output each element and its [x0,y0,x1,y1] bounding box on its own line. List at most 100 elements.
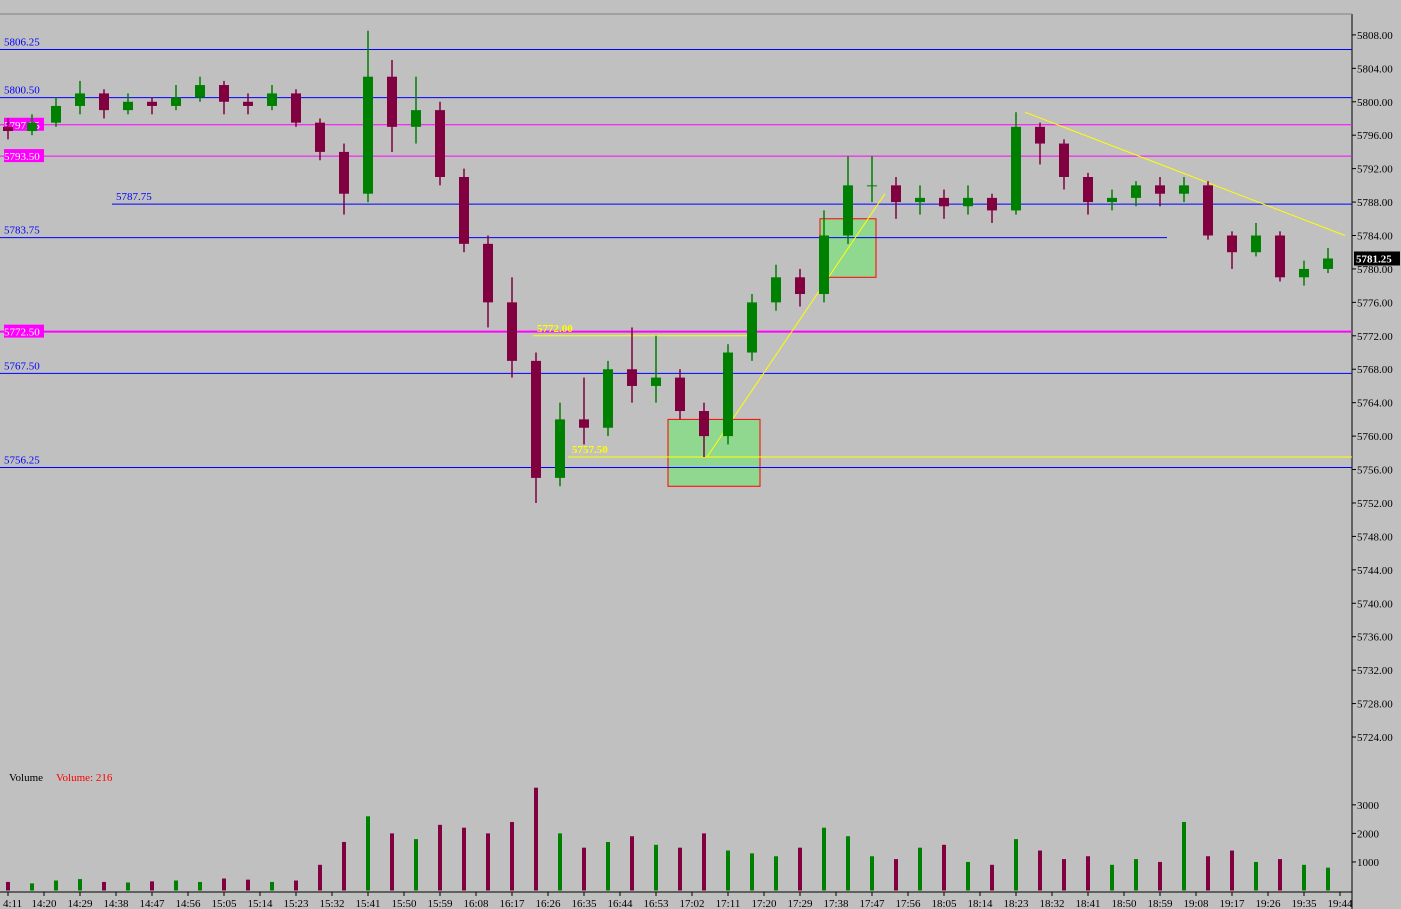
volume-bar [1230,850,1234,891]
candle-body [747,302,757,353]
volume-bar [1158,861,1162,891]
candle-body [243,101,253,106]
x-tick-label: 16:35 [571,898,597,909]
volume-bar [1278,859,1282,891]
level-label: 5783.75 [4,225,40,237]
candle-body [483,243,493,303]
volume-bar [318,864,322,891]
volume-bar [198,881,202,891]
volume-bar [174,880,178,891]
y-tick-label: 5756.00 [1357,465,1393,477]
volume-bar [726,850,730,891]
x-tick-label: 16:08 [463,898,489,909]
candle-body [555,419,565,478]
volume-bar [894,859,898,891]
candle-body [1323,258,1333,269]
volume-bar [6,881,10,891]
x-tick-label: 16:44 [607,898,633,909]
level-label-box [4,324,44,338]
level-label: 5756.25 [4,454,40,466]
y-tick-label: 5800.00 [1357,97,1393,109]
volume-title: Volume [9,772,43,784]
x-tick-label: 15:14 [247,898,273,909]
x-tick-label: 17:38 [823,898,849,909]
candle-body [459,176,469,244]
volume-bar [1086,856,1090,891]
x-tick-label: 18:14 [967,898,993,909]
volume-bar [1014,839,1018,891]
candle-body [3,126,13,132]
x-tick-label: 4:11 [3,898,22,909]
candle-body [171,97,181,106]
candle-body [339,151,349,194]
x-tick-label: 19:26 [1255,898,1281,909]
candle-body [1059,143,1069,177]
y-tick-label: 3000 [1357,800,1380,812]
x-tick-label: 15:05 [211,898,237,909]
volume-bar [246,879,250,891]
volume-bar [1134,859,1138,891]
x-tick-label: 19:17 [1219,898,1245,909]
volume-bar [1302,864,1306,891]
last-price-box [1354,251,1400,266]
level-label: 5767.50 [4,360,40,372]
candle-body [363,76,373,194]
x-tick-label: 14:29 [67,898,93,909]
candle-body [1035,126,1045,144]
candle-body [987,197,997,211]
x-tick-label: 14:47 [139,898,165,909]
candle-body [435,110,445,177]
volume-bar [78,879,82,891]
candle-body [579,419,589,428]
volume-bar [462,827,466,891]
volume-bar [630,836,634,891]
volume-bar [294,880,298,891]
x-tick-label: 18:59 [1147,898,1173,909]
candle-body [411,110,421,127]
y-tick-label: 5752.00 [1357,498,1393,510]
x-tick-label: 18:50 [1111,898,1137,909]
volume-bar [366,816,370,891]
x-tick-label: 15:59 [427,898,453,909]
volume-bar [582,847,586,891]
candle-body [99,93,109,111]
volume-bar [102,881,106,891]
x-tick-label: 17:20 [751,898,777,909]
candle-body [1179,185,1189,194]
candle-body [963,197,973,207]
x-tick-label: 17:02 [679,898,704,909]
candle-body [147,101,157,106]
volume-bar [942,844,946,891]
volume-bar [822,827,826,891]
candle-body [1251,235,1261,253]
level-label: 5806.25 [4,37,40,49]
x-tick-label: 15:23 [283,898,309,909]
candle-body [723,352,733,437]
volume-bar [1182,821,1186,891]
candle-body [1299,268,1309,278]
x-tick-label: 15:32 [319,898,344,909]
candle-body [1203,185,1213,236]
y-tick-label: 5772.00 [1357,331,1393,343]
candle-body [819,235,829,295]
x-tick-label: 19:44 [1327,898,1353,909]
candle-body [27,122,37,132]
level-label-box [4,149,44,163]
y-tick-label: 5780.00 [1357,264,1393,276]
volume-bar [486,833,490,891]
x-tick-label: 16:26 [535,898,561,909]
candle-body [1011,126,1021,211]
candle-body [939,197,949,207]
trendline [706,193,886,458]
y-tick-label: 5744.00 [1357,565,1393,577]
y-tick-label: 5748.00 [1357,531,1393,543]
volume-bar [390,833,394,891]
x-tick-label: 17:11 [716,898,741,909]
volume-bar [150,881,154,891]
y-tick-label: 5728.00 [1357,699,1393,711]
candle-body [1275,235,1285,278]
candle-body [1083,176,1093,203]
volume-bar [654,844,658,891]
level-label: 5772.00 [537,323,573,335]
y-tick-label: 5760.00 [1357,431,1393,443]
